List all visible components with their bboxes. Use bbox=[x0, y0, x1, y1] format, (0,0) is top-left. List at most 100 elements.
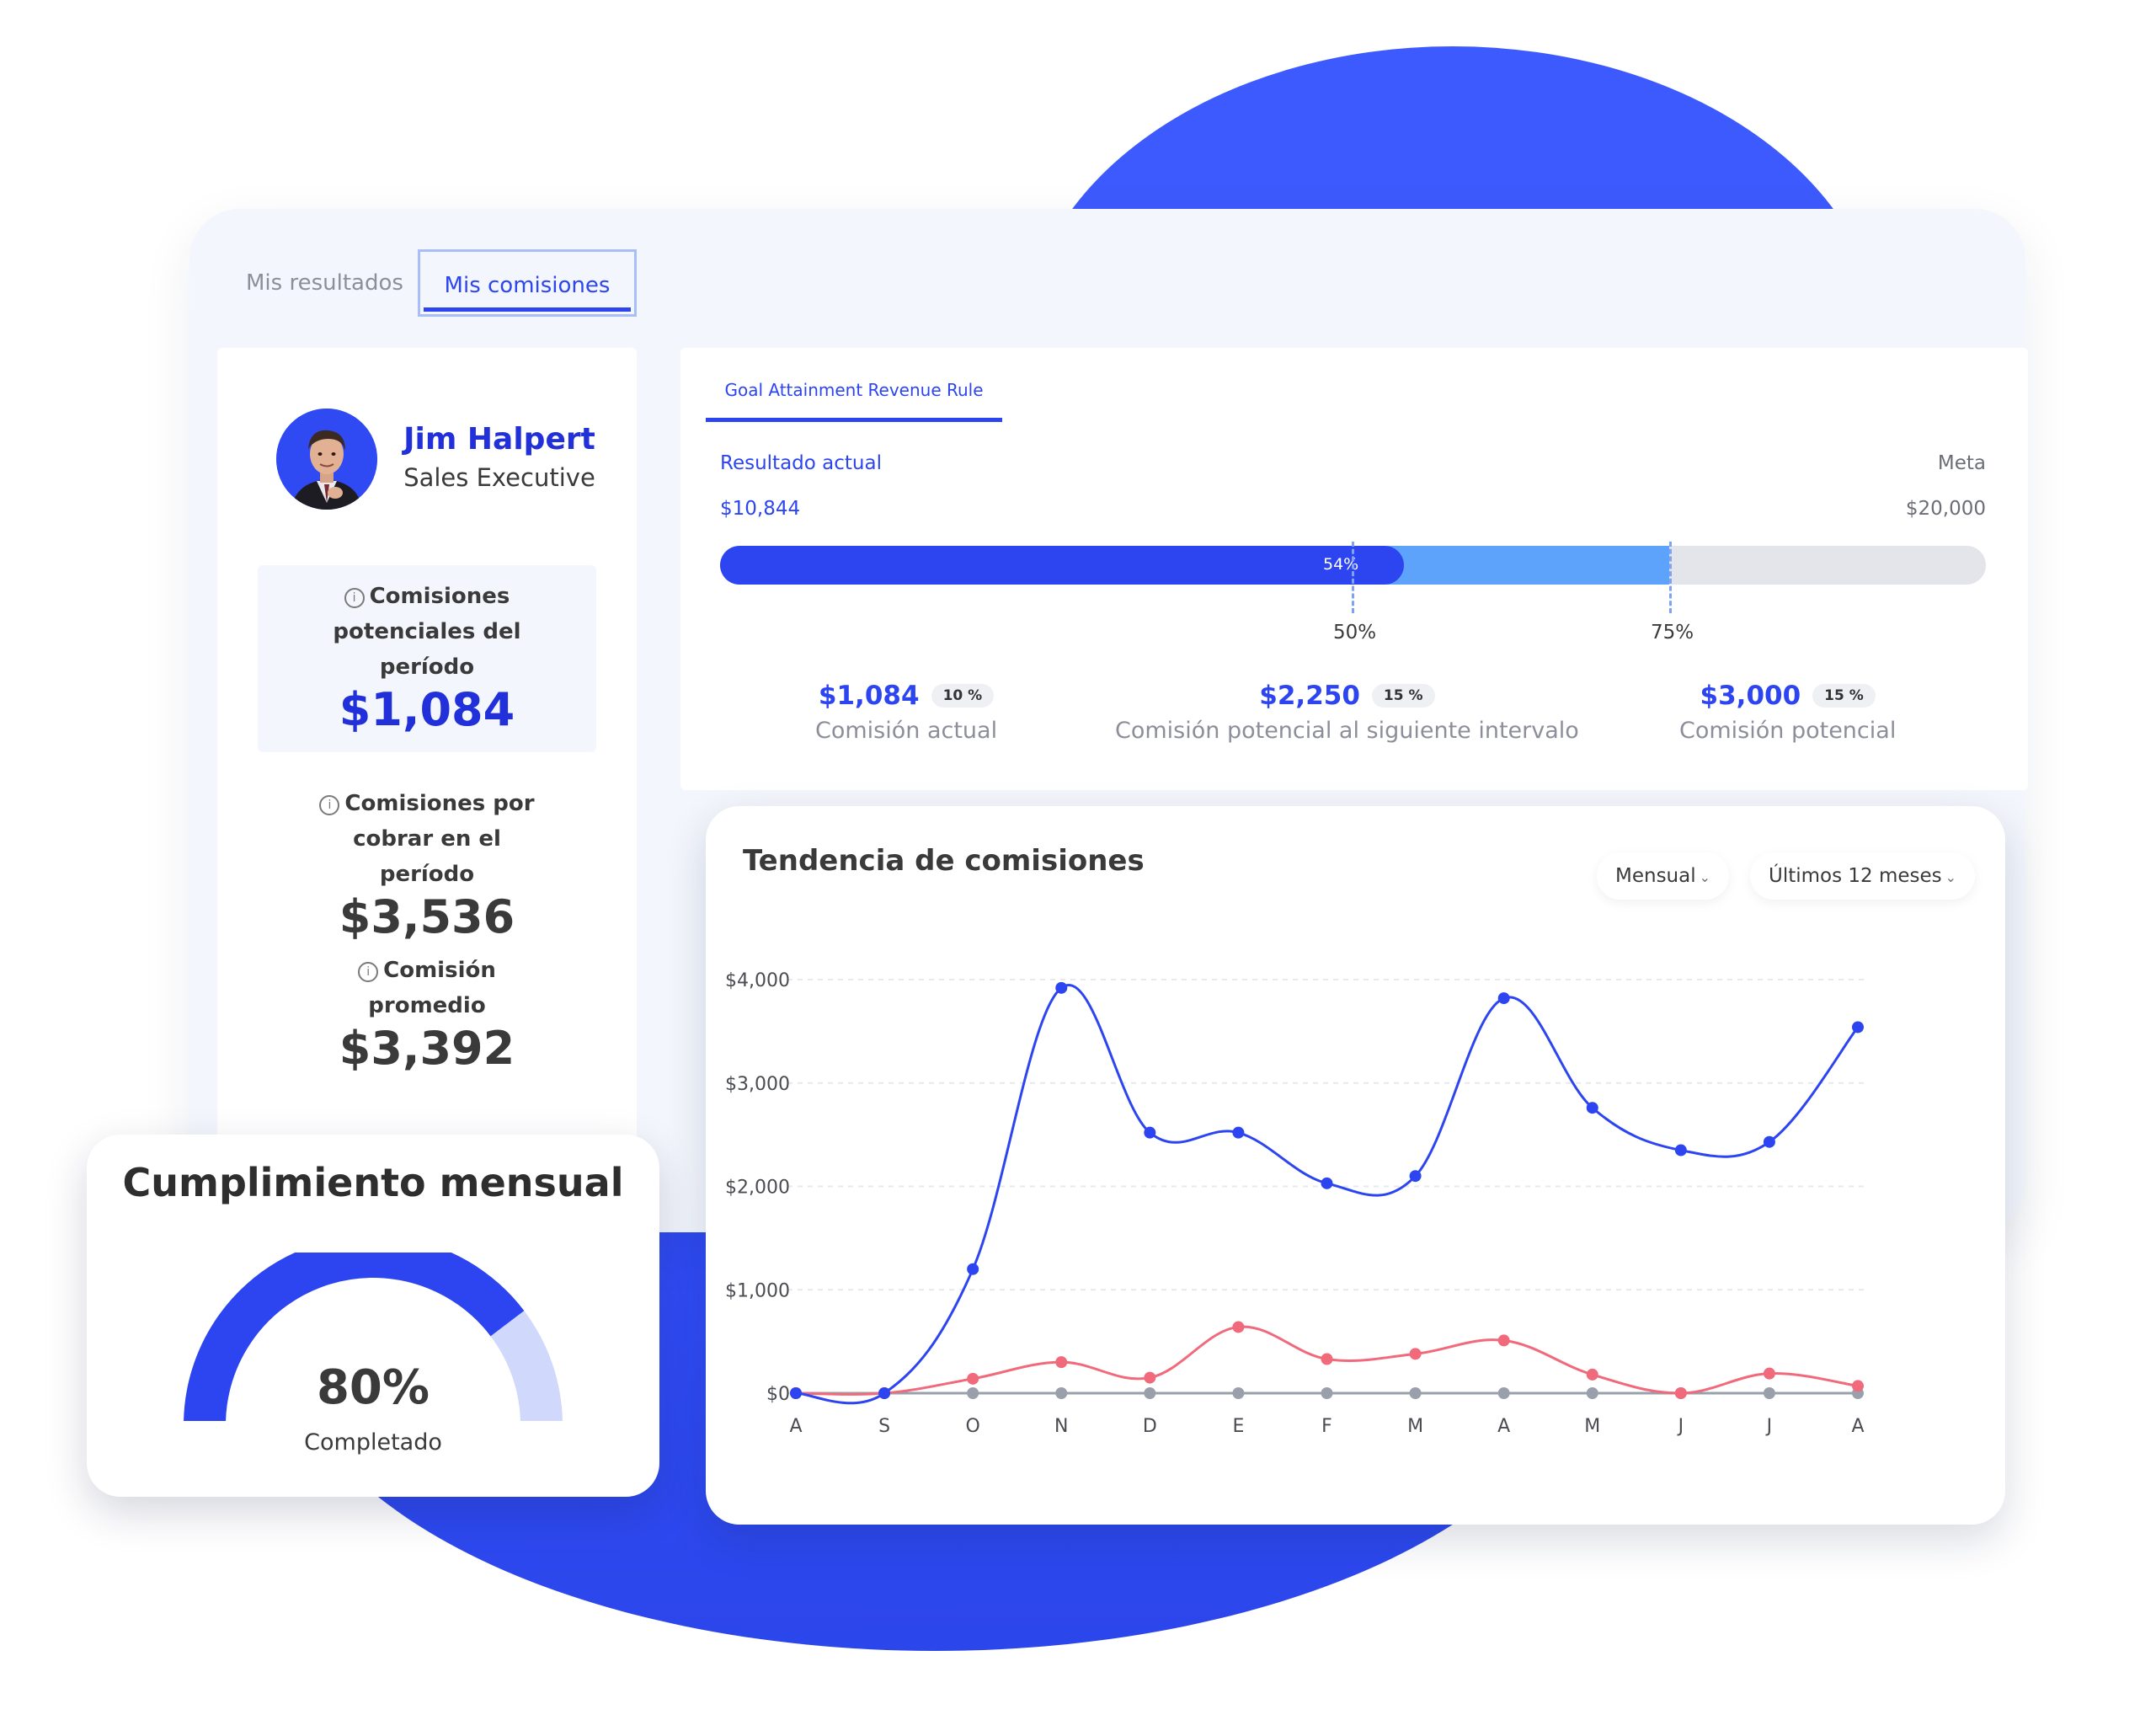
data-point bbox=[878, 1387, 891, 1399]
metric-label: i Comisión promedio bbox=[258, 953, 596, 1023]
data-point bbox=[1763, 1367, 1775, 1380]
tier-value: $3,000 bbox=[1700, 681, 1801, 711]
tier-value: $2,250 bbox=[1259, 681, 1360, 711]
x-tick-label: A bbox=[1497, 1416, 1510, 1437]
info-icon[interactable]: i bbox=[344, 588, 365, 608]
chevron-down-icon: ⌄ bbox=[1699, 869, 1711, 885]
range-select-value: Últimos 12 meses bbox=[1769, 865, 1942, 887]
period-select-value: Mensual bbox=[1615, 865, 1696, 887]
tier-potential-commission: $3,000 15 % Comisión potencial bbox=[1679, 681, 1896, 744]
range-select[interactable]: Últimos 12 meses ⌄ bbox=[1750, 852, 1976, 900]
gauge-remaining-arc bbox=[490, 1311, 563, 1421]
target-value: $20,000 bbox=[1905, 498, 1986, 520]
tier-marker-label: 50% bbox=[1333, 622, 1377, 644]
period-select[interactable]: Mensual ⌄ bbox=[1597, 852, 1730, 900]
data-point bbox=[1321, 1177, 1333, 1189]
tier-marker-50 bbox=[1352, 542, 1354, 613]
tier-label: Comisión potencial al siguiente interval… bbox=[1115, 718, 1579, 744]
metric-value: $3,392 bbox=[339, 1022, 515, 1075]
data-point bbox=[1586, 1387, 1598, 1399]
chart-title: Tendencia de comisiones bbox=[743, 844, 1145, 878]
progress-percent: 54% bbox=[1323, 555, 1359, 574]
data-point bbox=[967, 1387, 979, 1399]
tab-goal-attainment-rule[interactable]: Goal Attainment Revenue Rule bbox=[706, 371, 1002, 422]
metric-receivable-commissions: i Comisiones por cobrar en el período $3,… bbox=[258, 786, 596, 943]
data-point bbox=[1409, 1348, 1422, 1360]
goal-attainment-card: Goal Attainment Revenue Rule Resultado a… bbox=[680, 348, 2028, 790]
avatar-photo bbox=[276, 409, 377, 510]
data-point bbox=[1321, 1387, 1333, 1399]
target-label: Meta bbox=[1937, 452, 1986, 474]
x-tick-label: J bbox=[1677, 1416, 1684, 1437]
data-point bbox=[1674, 1144, 1687, 1156]
data-point bbox=[1232, 1321, 1245, 1333]
data-point bbox=[1409, 1170, 1422, 1183]
y-tick-label: $3,000 bbox=[725, 1074, 790, 1095]
data-point bbox=[1055, 981, 1068, 994]
compliance-gauge bbox=[184, 1253, 563, 1421]
tier-rate-badge: 15 % bbox=[1812, 684, 1876, 708]
data-point bbox=[1497, 1387, 1510, 1399]
user-role: Sales Executive bbox=[403, 463, 595, 492]
y-tick-label: $4,000 bbox=[725, 970, 790, 991]
tab-mis-resultados[interactable]: Mis resultados bbox=[246, 270, 403, 296]
data-point bbox=[1144, 1387, 1156, 1399]
metric-value: $3,536 bbox=[339, 890, 515, 943]
x-tick-label: F bbox=[1321, 1416, 1332, 1437]
avatar bbox=[276, 409, 377, 510]
metric-average-commission: i Comisión promedio $3,392 bbox=[258, 953, 596, 1104]
tier-marker-75 bbox=[1669, 542, 1672, 613]
x-tick-label: D bbox=[1143, 1416, 1157, 1437]
metric-potential-commissions: i Comisiones potenciales del período $1,0… bbox=[258, 565, 596, 752]
data-point bbox=[1586, 1102, 1598, 1114]
commission-trend-card: Tendencia de comisiones Mensual ⌄ Últimos… bbox=[706, 806, 2005, 1525]
data-point bbox=[1852, 1021, 1864, 1034]
x-tick-label: A bbox=[789, 1416, 802, 1437]
data-point bbox=[1055, 1356, 1068, 1369]
tier-rate-badge: 10 % bbox=[931, 684, 995, 708]
data-point bbox=[1232, 1387, 1245, 1399]
tier-label: Comisión potencial bbox=[1679, 718, 1897, 744]
x-tick-label: E bbox=[1232, 1416, 1244, 1437]
x-tick-label: N bbox=[1054, 1416, 1068, 1437]
user-name: Jim Halpert bbox=[403, 422, 595, 457]
info-icon[interactable]: i bbox=[319, 795, 340, 815]
y-tick-label: $0 bbox=[766, 1384, 790, 1405]
metric-label: i Comisiones por cobrar en el período bbox=[258, 786, 596, 892]
metric-value: $1,084 bbox=[339, 683, 515, 736]
data-point bbox=[1674, 1387, 1687, 1399]
data-point bbox=[1497, 992, 1510, 1005]
data-point bbox=[1321, 1353, 1333, 1365]
metric-label-text: Comisión promedio bbox=[368, 958, 496, 1018]
x-tick-label: S bbox=[878, 1416, 890, 1437]
progress-bar-fill bbox=[720, 546, 1404, 585]
x-tick-label: J bbox=[1765, 1416, 1773, 1437]
tier-marker-label: 75% bbox=[1651, 622, 1694, 644]
tab-mis-comisiones[interactable]: Mis comisiones bbox=[418, 249, 637, 317]
x-tick-label: O bbox=[966, 1416, 980, 1437]
y-tick-label: $1,000 bbox=[725, 1280, 790, 1301]
tier-label: Comisión actual bbox=[815, 718, 998, 744]
metric-label-text: Comisiones por cobrar en el período bbox=[344, 791, 535, 887]
gauge-completed-arc bbox=[184, 1253, 525, 1421]
tier-value: $1,084 bbox=[818, 681, 920, 711]
gauge-value: 80% bbox=[316, 1360, 430, 1415]
tier-rate-badge: 15 % bbox=[1371, 684, 1435, 708]
data-point bbox=[967, 1372, 979, 1385]
current-result-value: $10,844 bbox=[720, 498, 801, 520]
data-point bbox=[1763, 1387, 1775, 1399]
data-point bbox=[1409, 1387, 1422, 1399]
data-point bbox=[1586, 1368, 1598, 1381]
data-point bbox=[1144, 1126, 1156, 1139]
data-point bbox=[1763, 1135, 1775, 1148]
x-tick-label: M bbox=[1584, 1416, 1600, 1437]
goal-tab-label: Goal Attainment Revenue Rule bbox=[724, 380, 984, 400]
chevron-down-icon: ⌄ bbox=[1945, 869, 1957, 885]
data-point bbox=[1232, 1126, 1245, 1139]
x-tick-label: M bbox=[1407, 1416, 1423, 1437]
y-tick-label: $2,000 bbox=[725, 1178, 790, 1199]
series-line bbox=[795, 984, 1860, 1405]
metric-label: i Comisiones potenciales del período bbox=[258, 565, 596, 685]
goal-tab-indicator bbox=[706, 418, 1002, 422]
info-icon[interactable]: i bbox=[358, 962, 379, 982]
